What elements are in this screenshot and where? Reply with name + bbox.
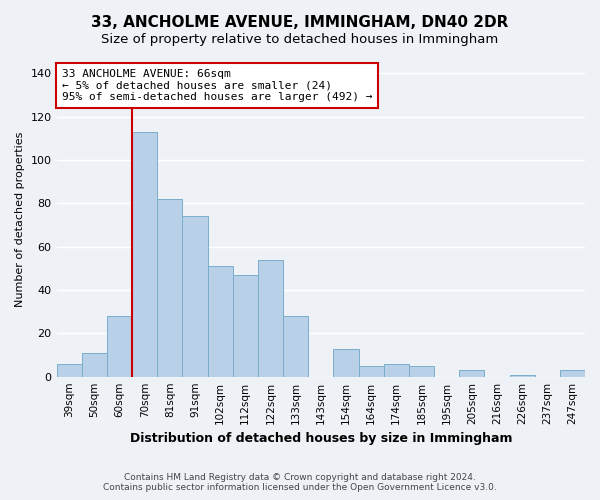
Bar [233, 275, 258, 376]
Bar [459, 370, 484, 376]
Bar [182, 216, 208, 376]
X-axis label: Distribution of detached houses by size in Immingham: Distribution of detached houses by size … [130, 432, 512, 445]
Y-axis label: Number of detached properties: Number of detached properties [15, 132, 25, 308]
Text: 33, ANCHOLME AVENUE, IMMINGHAM, DN40 2DR: 33, ANCHOLME AVENUE, IMMINGHAM, DN40 2DR [91, 15, 509, 30]
Bar [208, 266, 233, 376]
Bar [283, 316, 308, 376]
Bar [56, 364, 82, 376]
Bar [359, 366, 383, 376]
Bar [334, 348, 359, 376]
Bar [82, 353, 107, 376]
Bar [409, 366, 434, 376]
Bar [258, 260, 283, 376]
Bar [509, 374, 535, 376]
Bar [560, 370, 585, 376]
Bar [132, 132, 157, 376]
Bar [157, 199, 182, 376]
Bar [383, 364, 409, 376]
Text: Size of property relative to detached houses in Immingham: Size of property relative to detached ho… [101, 32, 499, 46]
Text: Contains HM Land Registry data © Crown copyright and database right 2024.
Contai: Contains HM Land Registry data © Crown c… [103, 473, 497, 492]
Text: 33 ANCHOLME AVENUE: 66sqm
← 5% of detached houses are smaller (24)
95% of semi-d: 33 ANCHOLME AVENUE: 66sqm ← 5% of detach… [62, 69, 373, 102]
Bar [107, 316, 132, 376]
